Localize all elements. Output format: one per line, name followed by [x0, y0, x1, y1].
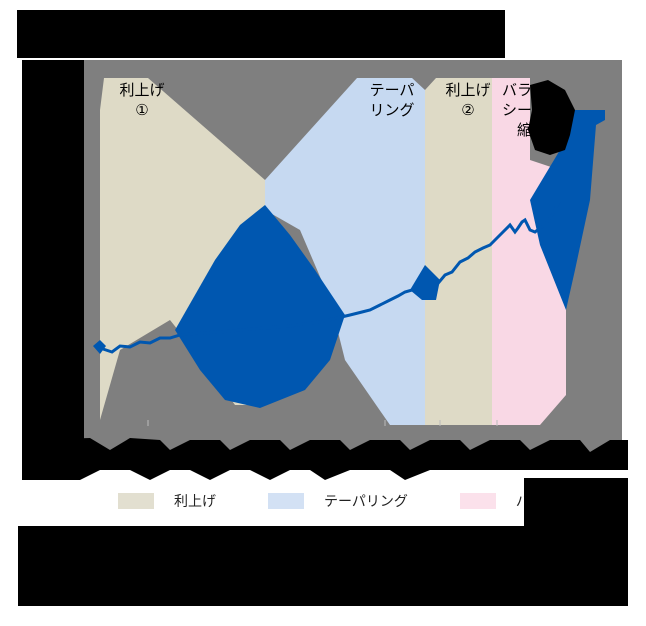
legend-item-tapering: テーパリング — [268, 491, 408, 511]
band-label-balance-sheet: バラ シー 縮 — [492, 80, 532, 140]
legend-label: テーパリング — [324, 494, 408, 510]
legend-swatch-rate-hike — [118, 493, 154, 509]
title-redaction — [17, 10, 505, 58]
x-axis-labels-redaction — [22, 438, 628, 480]
band-label-line: 縮 — [516, 121, 532, 139]
band-balance-sheet — [492, 78, 566, 425]
band-label-line: ① — [135, 101, 149, 119]
band-label-line: シー — [501, 101, 532, 119]
band-tapering — [265, 78, 425, 425]
band-rate-hike-2 — [425, 78, 492, 425]
legend-item-balance-sheet: バ — [459, 491, 530, 511]
band-label-line: ② — [461, 101, 475, 119]
band-label-line: 利上げ — [445, 81, 491, 99]
line-redaction-1 — [175, 205, 345, 408]
band-label-tapering: テーパ リング — [362, 80, 422, 120]
footnote-redaction — [18, 526, 628, 606]
legend-redaction — [524, 478, 628, 528]
band-label-line: リング — [369, 101, 415, 119]
band-label-line: バラ — [501, 81, 532, 99]
x-axis-ticks — [147, 420, 498, 426]
line-redaction-2 — [530, 110, 605, 310]
band-label-rate-hike-2: 利上げ ② — [438, 80, 498, 120]
legend-label: 利上げ — [174, 494, 216, 510]
line-marker-start — [93, 340, 106, 354]
legend-swatch-tapering — [268, 493, 304, 509]
legend-item-rate-hike: 利上げ — [118, 491, 216, 511]
band-label-line: テーパ — [369, 81, 415, 99]
y-axis-redaction — [22, 60, 84, 455]
band-label-rate-hike-1: 利上げ ① — [112, 80, 172, 120]
legend-swatch-balance-sheet — [459, 493, 496, 509]
line-blob-mid — [410, 265, 440, 300]
band-label-line: 利上げ — [119, 81, 165, 99]
